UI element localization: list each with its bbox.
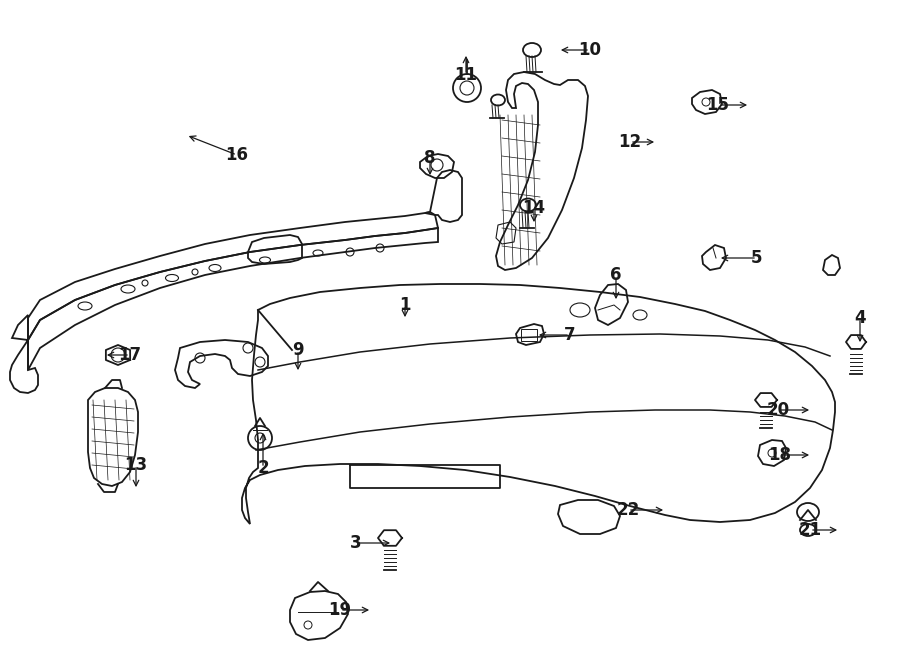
Text: 19: 19: [328, 601, 352, 619]
Text: 22: 22: [616, 501, 640, 519]
Text: 6: 6: [610, 266, 622, 284]
Text: 7: 7: [564, 326, 576, 344]
Text: 8: 8: [424, 149, 436, 167]
Text: 2: 2: [257, 459, 269, 477]
Text: 21: 21: [798, 521, 822, 539]
Text: 17: 17: [119, 346, 141, 364]
Text: 13: 13: [124, 456, 148, 474]
Text: 20: 20: [767, 401, 789, 419]
Text: 10: 10: [579, 41, 601, 59]
Text: 1: 1: [400, 296, 410, 314]
Text: 9: 9: [292, 341, 304, 359]
Text: 16: 16: [226, 146, 248, 164]
Text: 11: 11: [454, 66, 478, 84]
Text: 14: 14: [522, 199, 545, 217]
Text: 12: 12: [618, 133, 642, 151]
Text: 5: 5: [752, 249, 763, 267]
Text: 3: 3: [350, 534, 362, 552]
Text: 4: 4: [854, 309, 866, 327]
Text: 15: 15: [706, 96, 730, 114]
Text: 18: 18: [769, 446, 791, 464]
